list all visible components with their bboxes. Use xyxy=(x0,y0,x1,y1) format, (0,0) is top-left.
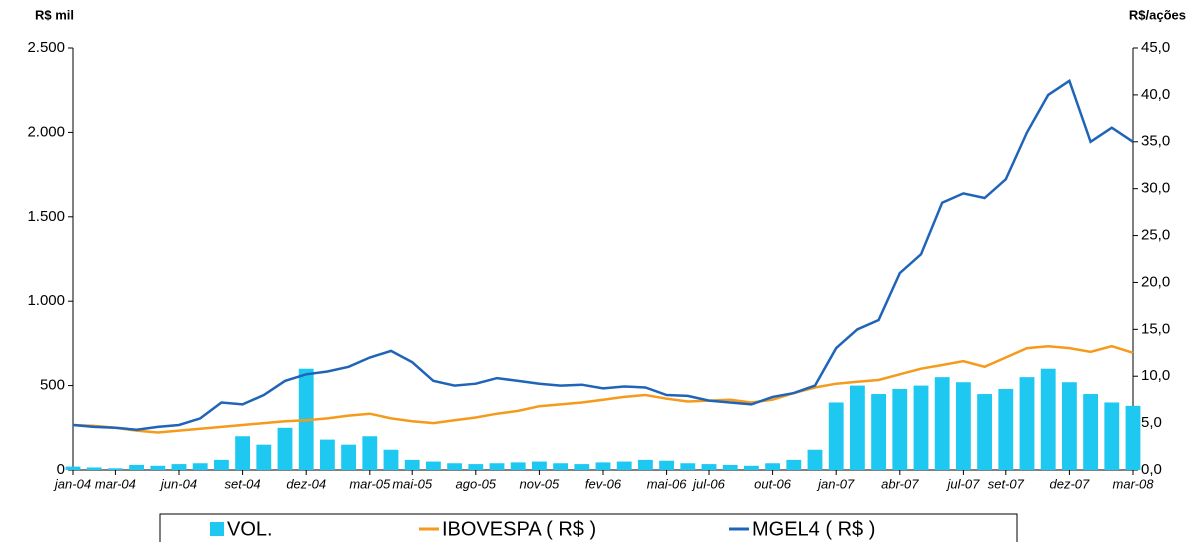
bar xyxy=(892,388,908,470)
bar xyxy=(765,463,781,470)
bar xyxy=(1040,368,1056,470)
bar xyxy=(510,462,526,470)
x-tick-label: jan-04 xyxy=(53,476,91,491)
bar xyxy=(828,402,844,470)
bar xyxy=(977,394,993,470)
bar xyxy=(319,439,335,470)
bar xyxy=(680,463,696,470)
bar xyxy=(107,468,123,470)
y2-tick-label: 0,0 xyxy=(1141,461,1162,478)
bar xyxy=(595,462,611,470)
y-tick-label: 1.000 xyxy=(27,292,65,309)
bar xyxy=(807,449,823,470)
bar xyxy=(1019,377,1035,470)
bar xyxy=(722,464,738,470)
x-tick-label: nov-05 xyxy=(520,476,561,491)
x-tick-label: mai-05 xyxy=(392,476,433,491)
x-tick-label: mar-08 xyxy=(1113,476,1155,491)
y2-tick-label: 25,0 xyxy=(1141,227,1170,244)
y2-axis-title: R$/ações xyxy=(1129,7,1186,22)
y-axis-title: R$ mil xyxy=(35,7,74,22)
y2-tick-label: 45,0 xyxy=(1141,39,1170,56)
bar xyxy=(86,467,102,470)
bar xyxy=(849,385,865,470)
legend-label: MGEL4 ( R$ ) xyxy=(752,518,875,540)
x-tick-label: fev-06 xyxy=(585,476,622,491)
bar xyxy=(574,464,590,470)
x-tick-label: dez-07 xyxy=(1050,476,1091,491)
x-tick-label: mar-05 xyxy=(349,476,391,491)
bar xyxy=(447,463,463,470)
y2-tick-label: 5,0 xyxy=(1141,414,1162,431)
bar xyxy=(150,465,166,470)
bar xyxy=(616,461,632,470)
y2-tick-label: 40,0 xyxy=(1141,86,1170,103)
x-tick-label: jul-06 xyxy=(691,476,726,491)
x-tick-label: jun-04 xyxy=(159,476,197,491)
bar xyxy=(235,436,251,470)
bar xyxy=(362,436,378,470)
bar xyxy=(913,385,929,470)
y2-tick-label: 15,0 xyxy=(1141,320,1170,337)
bar xyxy=(489,463,505,470)
bar xyxy=(701,464,717,470)
bar xyxy=(65,466,81,470)
bar xyxy=(213,459,229,470)
x-tick-label: set-07 xyxy=(988,476,1025,491)
bar xyxy=(383,449,399,470)
x-tick-label: mai-06 xyxy=(647,476,688,491)
bar xyxy=(1061,382,1077,470)
bar xyxy=(871,394,887,470)
y-tick-label: 0 xyxy=(57,461,65,478)
bar xyxy=(659,460,675,470)
bar xyxy=(1104,402,1120,470)
x-tick-label: dez-04 xyxy=(286,476,326,491)
legend-label: VOL. xyxy=(227,518,273,540)
bar xyxy=(277,427,293,470)
bar xyxy=(786,459,802,470)
y2-tick-label: 20,0 xyxy=(1141,273,1170,290)
legend-label: IBOVESPA ( R$ ) xyxy=(442,518,596,540)
y-tick-label: 500 xyxy=(40,377,65,394)
bar xyxy=(404,459,420,470)
bar xyxy=(171,464,187,470)
bar xyxy=(1125,405,1141,470)
legend-swatch xyxy=(210,522,224,536)
x-tick-label: ago-05 xyxy=(456,476,497,491)
bar xyxy=(425,461,441,470)
bar xyxy=(531,461,547,470)
bar xyxy=(743,465,759,470)
bar xyxy=(553,463,569,470)
legend-box xyxy=(159,513,1018,542)
x-tick-label: jul-07 xyxy=(946,476,981,491)
x-tick-label: set-04 xyxy=(225,476,261,491)
y-tick-label: 2.500 xyxy=(27,39,65,56)
x-tick-label: jan-07 xyxy=(816,476,855,491)
bar xyxy=(998,388,1014,470)
y2-tick-label: 30,0 xyxy=(1141,180,1170,197)
y-tick-label: 1.500 xyxy=(27,208,65,225)
bar xyxy=(341,444,357,470)
bar xyxy=(955,382,971,470)
bar xyxy=(192,463,208,470)
bar xyxy=(256,444,272,470)
line xyxy=(72,344,1134,434)
y2-tick-label: 35,0 xyxy=(1141,133,1170,150)
line xyxy=(72,78,1134,431)
y2-tick-label: 10,0 xyxy=(1141,367,1170,384)
bar xyxy=(637,459,653,470)
x-tick-label: mar-04 xyxy=(95,476,136,491)
bar xyxy=(129,464,145,470)
bar xyxy=(468,464,484,470)
x-tick-label: out-06 xyxy=(754,476,792,491)
bar xyxy=(1083,394,1099,470)
y-tick-label: 2.000 xyxy=(27,123,65,140)
x-tick-label: abr-07 xyxy=(881,476,919,491)
bar xyxy=(934,377,950,470)
